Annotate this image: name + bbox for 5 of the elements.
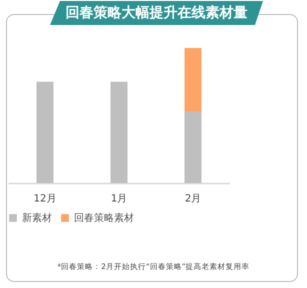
legend-label: 回春策略素材: [74, 212, 134, 224]
x-tick-label: 12月: [34, 194, 56, 204]
x-tick-label: 2月: [184, 194, 202, 204]
x-tick-label: 1月: [110, 194, 128, 204]
legend-label: 新素材: [22, 212, 52, 224]
